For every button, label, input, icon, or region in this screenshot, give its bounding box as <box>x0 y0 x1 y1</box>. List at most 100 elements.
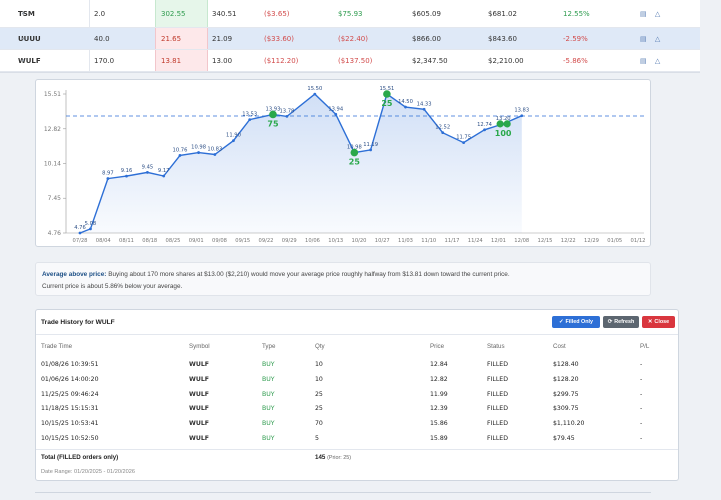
trade-symbol: WULF <box>189 405 210 413</box>
price-area <box>80 94 522 233</box>
price-point <box>162 174 166 178</box>
price-point <box>78 231 82 235</box>
price-point-label: 9.17 <box>158 168 170 174</box>
trade-pl: - <box>640 361 643 368</box>
trade-cost: $299.75 <box>553 390 579 398</box>
position-qty: 40.0 <box>94 34 110 43</box>
x-tick-label: 10/27 <box>375 238 390 244</box>
price-point <box>404 105 407 109</box>
header-pl: P/L <box>640 343 650 350</box>
price-point-label: 15.51 <box>379 86 394 92</box>
x-tick-label: 01/05 <box>607 238 622 244</box>
position-actions[interactable]: ▤ △ <box>640 9 664 18</box>
price-point <box>213 153 217 156</box>
price-point-label: 8.97 <box>102 171 114 177</box>
symbol-text: TSM <box>18 9 35 18</box>
price-point <box>232 139 235 143</box>
x-tick-label: 12/08 <box>514 238 529 244</box>
x-tick-label: 10/13 <box>328 238 343 244</box>
position-cost: $2,347.50 <box>412 56 448 65</box>
close-label: Close <box>654 319 670 325</box>
trade-status: FILLED <box>487 361 508 368</box>
price-point <box>313 92 317 96</box>
refresh-icon: ⟳ <box>607 319 613 325</box>
position-cost: $866.00 <box>412 34 441 43</box>
position-actions[interactable]: ▤ △ <box>640 34 664 43</box>
position-pl-total: ($137.50) <box>338 56 373 65</box>
price-point <box>334 112 338 116</box>
price-point-label: 15.50 <box>307 86 322 92</box>
position-pct: -5.86% <box>563 56 588 65</box>
position-qty: 170.0 <box>94 56 115 65</box>
trade-price: 12.84 <box>430 361 448 368</box>
trade-status: FILLED <box>487 405 508 413</box>
price-point <box>248 118 252 122</box>
refresh-button[interactable]: ⟳ Refresh <box>603 316 639 328</box>
trade-time: 01/06/26 14:00:20 <box>41 375 99 383</box>
header-symbol: Symbol <box>189 343 210 350</box>
price-point <box>89 227 92 231</box>
trade-cost: $1,110.20 <box>553 420 585 428</box>
trade-symbol: WULF <box>189 361 210 368</box>
trade-price: 11.99 <box>430 390 448 398</box>
x-tick-label: 08/25 <box>166 238 181 244</box>
header-trade-time: Trade Time <box>41 343 73 350</box>
trade-qty: 10 <box>315 375 323 383</box>
price-point-label: 13.78 <box>279 108 294 114</box>
position-pl-day: ($33.60) <box>264 34 294 43</box>
buy-qty-label: 25 <box>349 158 361 167</box>
trade-symbol: WULF <box>189 420 210 428</box>
filled-only-label: Filled Only <box>565 319 594 325</box>
trade-type: BUY <box>262 435 275 442</box>
position-value: $2,210.00 <box>488 56 524 65</box>
price-point <box>146 170 149 174</box>
position-value: $843.60 <box>488 34 517 43</box>
position-row[interactable]: TSM • 2.0 302.55 340.51 ($3.65) $75.93 $605.09 $… <box>0 0 700 28</box>
trade-type: BUY <box>262 420 275 428</box>
total-qty: 145 (Prior: 25) <box>315 454 351 461</box>
trade-symbol: WULF <box>189 435 210 442</box>
position-actions[interactable]: ▤ △ <box>640 56 664 65</box>
price-point <box>197 151 200 154</box>
price-point-label: 5.08 <box>85 221 97 227</box>
price-point-label: 9.16 <box>121 168 133 174</box>
filled-only-button[interactable]: ✓ Filled Only <box>552 316 600 328</box>
dropdown-dot-icon: • <box>21 56 26 65</box>
dropdown-dot-icon: • <box>21 9 26 18</box>
close-button[interactable]: ✕ Close <box>642 316 675 328</box>
price-point-label: 10.98 <box>347 145 362 151</box>
trade-price: 15.89 <box>430 435 448 442</box>
trade-type: BUY <box>262 361 275 368</box>
x-tick-label: 09/01 <box>189 238 204 244</box>
position-low-cell: 13.81 <box>155 50 208 71</box>
trade-time: 11/25/25 09:46:24 <box>41 390 99 398</box>
position-cost: $605.09 <box>412 9 441 18</box>
position-current: 21.09 <box>212 34 233 43</box>
position-pl-total: ($22.40) <box>338 34 368 43</box>
total-qty-value: 145 <box>315 454 326 461</box>
trade-qty: 70 <box>315 420 323 428</box>
price-point <box>462 141 466 145</box>
trade-cost: $79.45 <box>553 435 575 442</box>
trade-pl: - <box>640 435 643 442</box>
y-tick-label: 10.14 <box>44 160 61 167</box>
x-tick-label: 09/29 <box>282 238 297 244</box>
buy-qty-label: 25 <box>381 99 393 108</box>
x-tick-label: 12/29 <box>584 238 599 244</box>
position-pct: -2.59% <box>563 34 588 43</box>
bottom-panel-edge <box>35 492 651 500</box>
position-row[interactable]: WULF • 170.0 13.81 13.00 ($112.20) ($137.50) $2… <box>0 50 700 72</box>
positions-table: TSM • 2.0 302.55 340.51 ($3.65) $75.93 $605.09 $… <box>0 0 700 73</box>
price-point-label: 14.50 <box>398 99 413 105</box>
price-point <box>369 148 373 152</box>
trade-cost: $128.20 <box>553 375 579 383</box>
price-point-label: 11.90 <box>226 133 241 139</box>
trade-pl: - <box>640 375 643 383</box>
x-tick-label: 11/17 <box>445 238 460 244</box>
trade-status: FILLED <box>487 420 508 428</box>
position-row[interactable]: UUUU • 40.0 21.65 21.09 ($33.60) ($22.40) $866.… <box>0 28 700 50</box>
symbol-text: WULF <box>18 56 41 65</box>
price-point <box>106 177 110 180</box>
header-cost: Cost <box>553 343 566 350</box>
price-point <box>422 107 426 111</box>
